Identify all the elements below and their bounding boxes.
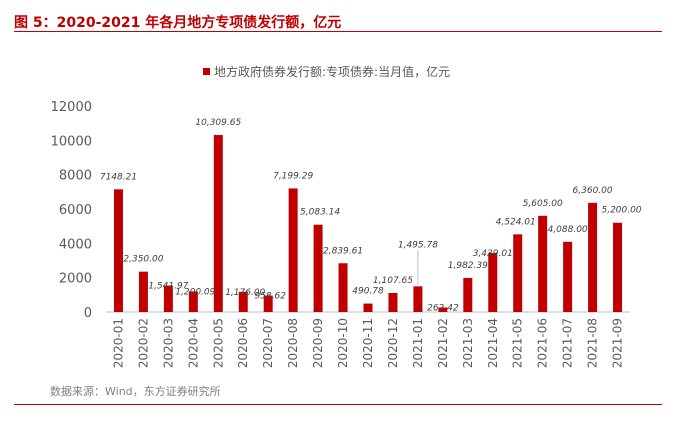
x-tick-label: 2020-04 <box>186 318 200 368</box>
data-label: 5,605.00 <box>523 199 563 209</box>
figure-title: 图 5：2020-2021 年各月地方专项债发行额，亿元 <box>14 15 342 31</box>
bar <box>163 285 173 312</box>
data-label: 4,524.01 <box>496 217 536 227</box>
x-tick-label: 2020-12 <box>386 318 400 368</box>
bars <box>113 135 623 312</box>
data-label: 262.42 <box>427 303 459 313</box>
bar <box>413 286 423 312</box>
data-label: 1,200.09 <box>175 287 215 297</box>
bar <box>488 252 498 312</box>
bar <box>613 222 623 312</box>
bar <box>388 292 398 312</box>
y-axis: 0 2000 4000 6000 8000 10000 12000 <box>51 100 92 321</box>
data-label: 1,541.97 <box>148 282 188 292</box>
bar <box>138 271 148 312</box>
x-tick-label: 2021-07 <box>561 318 575 368</box>
y-tick-label: 2000 <box>59 272 92 287</box>
data-label: 958.62 <box>254 292 286 302</box>
data-label: 1,176.00 <box>225 288 265 298</box>
y-tick-label: 0 <box>84 306 92 321</box>
y-tick-label: 4000 <box>59 237 92 252</box>
legend-swatch <box>203 68 210 75</box>
data-label: 7148.21 <box>100 172 137 182</box>
x-tick-label: 2020-07 <box>261 318 275 368</box>
bar <box>238 291 248 312</box>
x-tick-label: 2021-04 <box>486 318 500 368</box>
x-tick-label: 2020-09 <box>311 318 325 368</box>
bar <box>113 189 123 312</box>
data-label: 7,199.29 <box>273 171 313 181</box>
x-tick-label: 2020-06 <box>236 318 250 368</box>
bar <box>338 263 348 312</box>
bar <box>438 307 448 312</box>
data-labels: 7148.21 2,350.00 1,541.971,200.09 10,309.65… <box>100 118 642 313</box>
bar <box>263 295 273 312</box>
data-label: 1,495.78 <box>398 240 438 250</box>
bar <box>363 303 373 312</box>
data-label: 4,088.00 <box>548 225 588 235</box>
data-label: 1,107.65 <box>373 276 413 286</box>
x-tick-label: 2021-08 <box>586 318 600 368</box>
bar <box>463 277 473 312</box>
data-label: 2,350.00 <box>123 255 163 265</box>
bar <box>188 291 198 312</box>
bar <box>288 188 298 312</box>
x-tick-label: 2020-08 <box>286 318 300 368</box>
data-label: 1,982.39 <box>448 261 488 271</box>
data-label: 490.78 <box>352 287 384 297</box>
x-tick-label: 2021-06 <box>536 318 550 368</box>
bar <box>213 135 223 312</box>
data-label: 3,439.01 <box>473 249 513 259</box>
source-note: 数据来源：Wind，东方证券研究所 <box>50 385 221 398</box>
title-rule <box>14 31 662 32</box>
data-label: 5,200.00 <box>601 206 641 216</box>
data-label: 6,360.00 <box>573 186 613 196</box>
data-label: 5,083.14 <box>300 208 340 218</box>
legend-label: 地方政府债券发行额:专项债券:当月值，亿元 <box>214 64 450 79</box>
x-axis: 2020-01 2020-02 2020-03 2020-04 2020-05 2020-… <box>111 318 624 368</box>
bar <box>313 224 323 312</box>
x-tick-label: 2021-01 <box>411 318 425 368</box>
y-tick-label: 10000 <box>51 134 92 149</box>
y-tick-label: 12000 <box>51 100 92 115</box>
x-tick-label: 2020-01 <box>111 318 125 368</box>
x-tick-label: 2021-02 <box>436 318 450 368</box>
x-tick-label: 2020-03 <box>161 318 175 368</box>
x-tick-label: 2021-03 <box>461 318 475 368</box>
x-tick-label: 2020-10 <box>336 318 350 368</box>
x-tick-label: 2020-11 <box>361 318 375 368</box>
footer-rule <box>14 404 662 405</box>
x-tick-label: 2020-02 <box>136 318 150 368</box>
bar <box>538 215 548 312</box>
x-tick-label: 2021-05 <box>511 318 525 368</box>
bar <box>563 241 573 312</box>
data-label: 2,839.61 <box>323 246 363 256</box>
y-tick-label: 6000 <box>59 203 92 218</box>
x-tick-label: 2020-05 <box>211 318 225 368</box>
data-label: 10,309.65 <box>195 118 241 128</box>
x-tick-label: 2021-09 <box>611 318 625 368</box>
bar <box>513 234 523 312</box>
y-tick-label: 8000 <box>59 169 92 184</box>
bar <box>588 202 598 312</box>
